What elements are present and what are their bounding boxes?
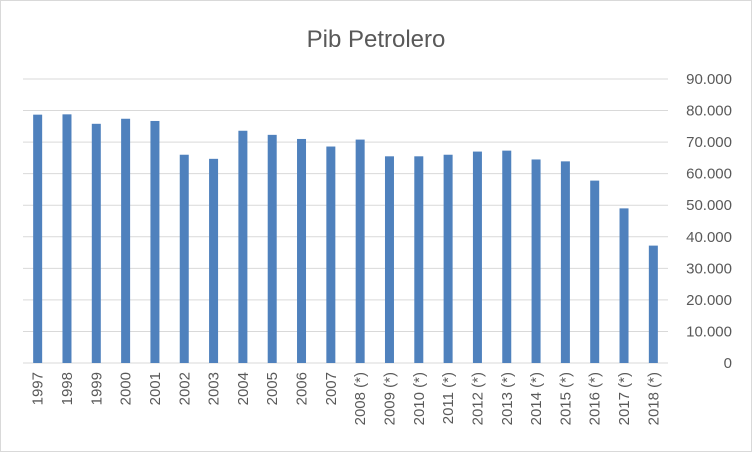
- y-tick-label: 10.000: [686, 323, 732, 340]
- x-tick-label: 2016 (*): [587, 372, 604, 425]
- x-tick-label: 2013 (*): [499, 372, 516, 425]
- x-tick-label: 2014 (*): [528, 372, 545, 425]
- chart-title: Pib Petrolero: [307, 26, 446, 53]
- bar: [590, 180, 600, 363]
- bar: [531, 159, 541, 363]
- bar: [414, 156, 424, 363]
- y-tick-label: 90.000: [686, 71, 732, 88]
- y-tick-label: 50.000: [686, 197, 732, 214]
- x-tick-label: 1998: [59, 372, 76, 405]
- bar: [121, 118, 131, 363]
- bar: [297, 138, 307, 363]
- y-tick-label: 40.000: [686, 229, 732, 246]
- x-tick-label: 2001: [147, 372, 164, 405]
- y-tick-label: 80.000: [686, 103, 732, 120]
- x-tick-label: 2005: [264, 372, 281, 405]
- bar: [502, 150, 512, 363]
- bar: [267, 134, 277, 363]
- x-tick-label: 2009 (*): [381, 372, 398, 425]
- bar: [91, 123, 101, 363]
- y-tick-label: 20.000: [686, 292, 732, 309]
- bar: [560, 161, 570, 363]
- gridlines: [23, 78, 668, 364]
- bar: [326, 146, 336, 363]
- x-tick-label: 1997: [30, 372, 47, 405]
- x-tick-label: 2010 (*): [411, 372, 428, 425]
- x-tick-label: 2006: [294, 372, 311, 405]
- x-tick-label: 2017 (*): [616, 372, 633, 425]
- x-tick-label: 2004: [235, 372, 252, 405]
- bar: [62, 114, 72, 363]
- x-tick-label: 2002: [176, 372, 193, 405]
- x-tick-label: 2000: [118, 372, 135, 405]
- bar-series: [33, 114, 658, 363]
- bar: [150, 120, 160, 363]
- y-tick-label: 70.000: [686, 134, 732, 151]
- y-tick-label: 60.000: [686, 166, 732, 183]
- bar: [179, 154, 189, 363]
- x-tick-label: 2003: [206, 372, 223, 405]
- bar: [648, 245, 658, 363]
- x-tick-label: 2018 (*): [645, 372, 662, 425]
- x-tick-label: 2008 (*): [352, 372, 369, 425]
- x-tick-label: 2011 (*): [440, 372, 457, 424]
- bar: [355, 139, 365, 363]
- x-tick-label: 1999: [88, 372, 105, 405]
- x-tick-label: 2012 (*): [469, 372, 486, 425]
- y-tick-label: 0: [724, 355, 732, 372]
- x-tick-label: 2007: [323, 372, 340, 405]
- bar: [443, 154, 453, 363]
- bar: [472, 151, 482, 363]
- x-axis-ticks: 1997 1998 1999 2000 2001 2002 2003 2004 2005 2006…: [30, 372, 663, 425]
- bar: [384, 156, 394, 363]
- bar: [209, 158, 219, 363]
- bar: [619, 208, 629, 363]
- bar: [33, 114, 43, 363]
- y-tick-label: 30.000: [686, 260, 732, 277]
- y-axis-ticks: 0 10.000 20.000 30.000 40.000 50.000 60.000 70.…: [686, 71, 732, 372]
- x-tick-label: 2015 (*): [557, 372, 574, 425]
- bar: [238, 130, 248, 363]
